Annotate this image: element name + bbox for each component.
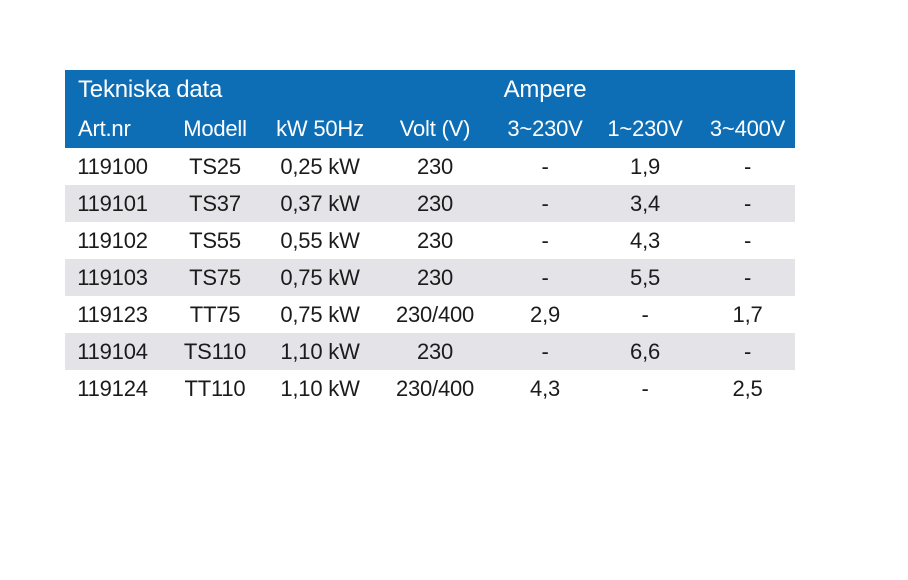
table-cell: 230: [416, 227, 454, 253]
table-cell: 230: [416, 264, 454, 290]
table-cell: 0,75 kW: [280, 264, 360, 290]
table-body: 119100 TS25 0,25 kW 230 - 1,9 - 119101 TS37 0,37 …: [65, 148, 796, 407]
table-cell: -: [641, 301, 649, 327]
table-row: 119124 TT110 1,10 kW 230/400 4,3 - 2,5: [65, 370, 795, 407]
table-cell: 4,3: [630, 227, 661, 253]
table-cell: -: [541, 338, 549, 364]
table-cell: 0,55 kW: [280, 227, 360, 253]
table-cell: -: [541, 264, 549, 290]
table-cell: -: [541, 153, 549, 179]
table-cell: 4,3: [530, 375, 561, 401]
group-header-row: Tekniska data Ampere: [65, 70, 796, 110]
table-cell: -: [743, 264, 752, 290]
table-cell: -: [743, 338, 752, 364]
column-header-modell: Modell: [160, 110, 270, 148]
table-cell: 0,25 kW: [280, 153, 360, 179]
table-cell: 230/400: [395, 301, 475, 327]
tekniska-data-table: Tekniska data Ampere Art.nr Modell kW 50…: [65, 70, 796, 407]
table-cell: -: [641, 375, 649, 401]
table-title: Tekniska data: [65, 70, 501, 110]
table-row: 119103 TS75 0,75 kW 230 - 5,5 -: [65, 259, 796, 296]
table-cell: TT110: [184, 375, 246, 401]
table-cell: TT75: [189, 301, 241, 327]
table-cell: 119123: [77, 301, 148, 327]
ampere-group-label: Ampere: [500, 70, 591, 110]
table-cell: 119102: [77, 227, 148, 253]
table-cell: 1,9: [630, 153, 661, 179]
table-row: 119100 TS25 0,25 kW 230 - 1,9 -: [65, 148, 795, 185]
table-cell: 119104: [77, 338, 148, 364]
column-header-1-230v: 1~230V: [590, 110, 701, 148]
table-cell: 230: [416, 190, 454, 216]
table-cell: 230: [416, 338, 454, 364]
table-cell: -: [541, 227, 549, 253]
table-row: 119123 TT75 0,75 kW 230/400 2,9 - 1,7: [65, 296, 795, 333]
table-cell: -: [743, 190, 752, 216]
table-cell: 119100: [77, 153, 148, 179]
column-header-row: Art.nr Modell kW 50Hz Volt (V) 3~230V 1~…: [65, 110, 796, 148]
table-cell: TS25: [189, 153, 241, 179]
column-header-3-230v: 3~230V: [500, 110, 591, 148]
group-header-spacer: [590, 70, 796, 110]
table-cell: 230/400: [395, 375, 475, 401]
table-cell: -: [541, 190, 549, 216]
table-cell: 0,75 kW: [280, 301, 360, 327]
column-header-volt: Volt (V): [370, 110, 501, 148]
table-cell: TS75: [189, 264, 241, 290]
table-cell: -: [743, 227, 752, 253]
table-cell: 3,4: [630, 190, 661, 216]
table-cell: 119103: [77, 264, 148, 290]
column-header-3-400v: 3~400V: [700, 110, 796, 148]
table-cell: 0,37 kW: [280, 190, 360, 216]
table-cell: 5,5: [630, 264, 661, 290]
column-header-kw50hz: kW 50Hz: [270, 110, 370, 148]
table-row: 119102 TS55 0,55 kW 230 - 4,3 -: [65, 222, 795, 259]
column-header-artnr: Art.nr: [65, 110, 160, 148]
table-cell: 1,10 kW: [280, 338, 360, 364]
table-row: 119104 TS110 1,10 kW 230 - 6,6 -: [65, 333, 796, 370]
table-cell: 119101: [77, 190, 148, 216]
table-cell: 1,7: [732, 301, 763, 327]
table-cell: 119124: [77, 375, 148, 401]
table-cell: TS37: [189, 190, 241, 216]
table-header: Tekniska data Ampere Art.nr Modell kW 50…: [65, 70, 796, 148]
table-cell: 230: [416, 153, 454, 179]
table-cell: 2,9: [530, 301, 561, 327]
table-cell: 6,6: [630, 338, 661, 364]
table-cell: TS110: [183, 338, 247, 364]
table-row: 119101 TS37 0,37 kW 230 - 3,4 -: [65, 185, 796, 222]
table-cell: 1,10 kW: [280, 375, 360, 401]
table-cell: 2,5: [732, 375, 763, 401]
table-cell: TS55: [189, 227, 241, 253]
table-cell: -: [743, 153, 752, 179]
